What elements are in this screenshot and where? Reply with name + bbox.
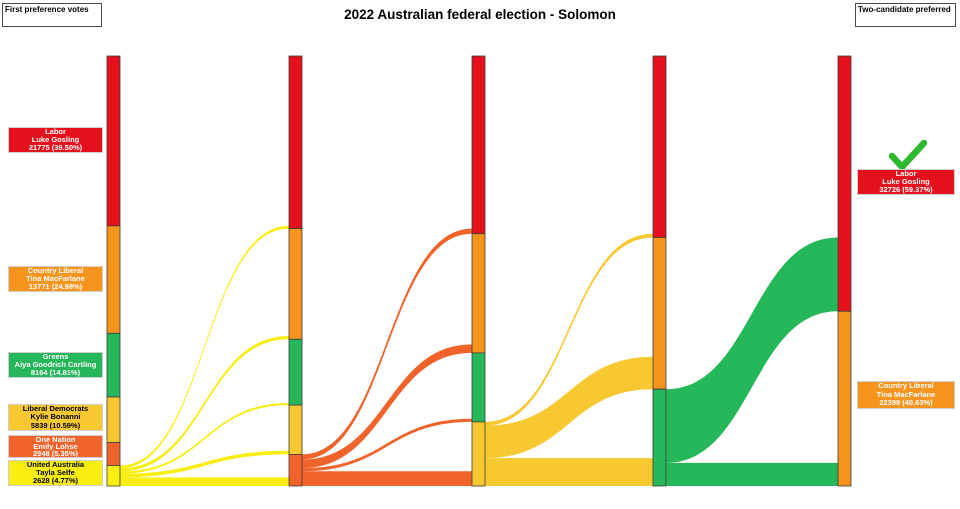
vote-count: 2948 (5.35%) [32,450,79,457]
party-name: Labor [45,128,66,136]
sankey-flow-on-to-alp [302,228,472,460]
sankey-node-on-round-2 [288,453,303,487]
sankey-flow-uap-to-clp [120,336,289,472]
sankey-flow-ldp-to-clp [485,356,653,459]
sankey-flow-grn-to-clp [666,462,838,486]
sankey-flow-on-to-clp [302,344,472,469]
sankey-node-alp-round-1 [106,55,121,227]
chart-title: 2022 Australian federal election - Solom… [344,7,616,22]
sankey-node-clp-round-4 [652,237,667,390]
sankey-node-alp-round-5 [837,55,852,312]
party-name: One Nation [35,436,76,443]
party-name: Greens [42,353,69,361]
sankey-node-ldp-round-1 [106,396,121,443]
winner-check-icon [888,140,928,170]
sankey-flow-ldp-to-alp [485,233,653,426]
sankey-node-grn-round-3 [471,352,486,423]
vote-count: 21775 (39.50%) [28,144,83,152]
candidate-name: Tayla Selfe [36,469,75,477]
first-pref-label-labor: Labor Luke Gosling 21775 (39.50%) [8,127,103,153]
sankey-flow-uap-to-grn [120,403,289,474]
sankey-flow-ldp-to-grn [485,458,653,486]
sankey-node-grn-round-4 [652,388,667,487]
sankey-node-alp-round-3 [471,55,486,235]
sankey-node-alp-round-2 [288,55,303,230]
candidate-name: Luke Gosling [31,136,80,144]
sankey-flow-uap-to-ldp [120,450,289,478]
party-name: United Australia [26,461,85,469]
candidate-name: Emily Lohse [33,443,78,450]
two-candidate-preferred-label: Two-candidate preferred [855,3,956,27]
first-pref-label-greens: Greens Aiya Goodrich Cartling 8164 (14.8… [8,352,103,378]
sankey-node-ldp-round-2 [288,404,303,455]
sankey-node-uap-round-1 [106,465,121,487]
party-name: Country Liberal [878,382,934,391]
candidate-name: Kylie Bonanni [30,413,81,422]
vote-count: 32726 (59.37%) [879,186,933,194]
party-name: Liberal Democrats [22,405,89,413]
sankey-node-grn-round-2 [288,338,303,406]
sankey-node-ldp-round-3 [471,421,486,487]
sankey-node-clp-round-2 [288,228,303,340]
candidate-name: Luke Gosling [882,178,930,186]
vote-count: 8164 (14.81%) [30,369,81,377]
vote-count: 13771 (24.98%) [28,283,83,291]
sankey-flow-uap-to-on [120,477,289,486]
sankey-node-grn-round-1 [106,332,121,398]
sankey-node-alp-round-4 [652,55,667,238]
vote-count: 2628 (4.77%) [32,477,79,485]
sankey-flow-uap-to-alp [120,225,289,469]
sankey-flow-on-to-ldp [302,471,472,486]
sankey-node-clp-round-5 [837,310,852,487]
first-pref-label-united-australia: United Australia Tayla Selfe 2628 (4.77%… [8,460,103,486]
tcp-label-country-liberal: Country Liberal Tina MacFarlane 22399 (4… [857,381,955,409]
candidate-name: Tina MacFarlane [26,275,85,283]
vote-count: 22399 (40.63%) [879,399,933,408]
first-preference-votes-label: First preference votes [2,3,102,27]
tcp-label-labor: Labor Luke Gosling 32726 (59.37%) [857,169,955,195]
first-pref-label-country-liberal: Country Liberal Tina MacFarlane 13771 (2… [8,266,103,292]
party-name: Labor [895,170,917,178]
sankey-node-clp-round-3 [471,233,486,354]
party-name: Country Liberal [27,267,84,275]
candidate-name: Aiya Goodrich Cartling [14,361,97,369]
sankey-node-clp-round-1 [106,225,121,334]
sankey-flow-grn-to-alp [666,237,838,463]
sankey-flow-on-to-grn [302,418,472,472]
first-pref-label-liberal-democrats: Liberal Democrats Kylie Bonanni 5839 (10… [8,404,103,431]
sankey-node-on-round-1 [106,442,121,466]
vote-count: 5839 (10.59%) [30,421,81,430]
candidate-name: Tina MacFarlane [876,390,936,399]
first-pref-label-one-nation: One Nation Emily Lohse 2948 (5.35%) [8,435,103,458]
